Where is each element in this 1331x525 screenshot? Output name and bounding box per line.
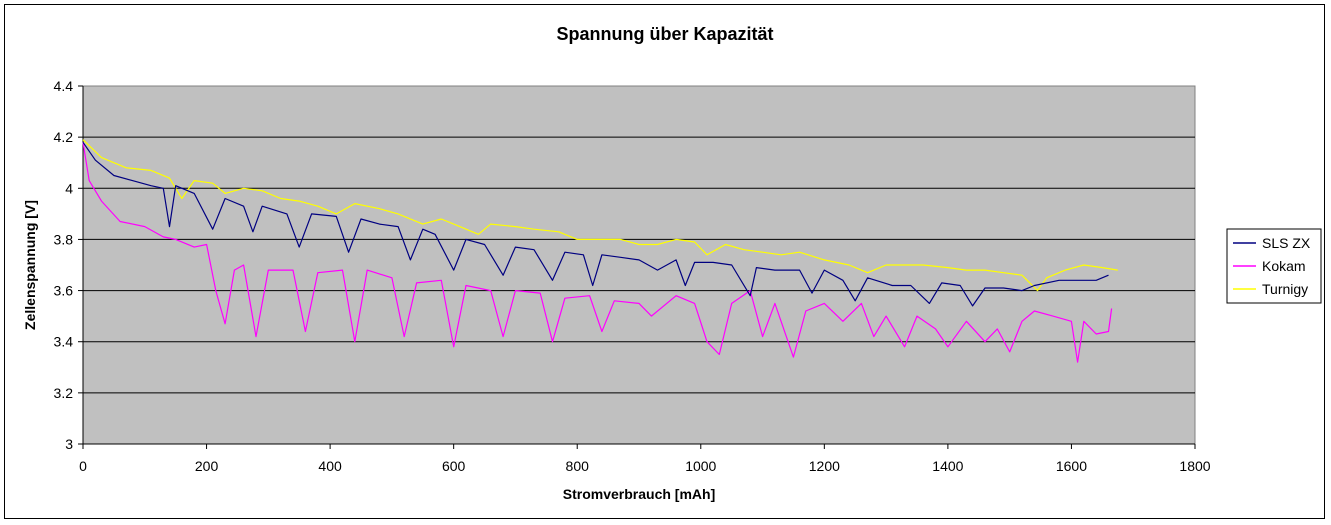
y-tick-label: 3.8 (54, 231, 74, 247)
series-lines (82, 139, 1118, 363)
x-tick-label: 400 (318, 458, 342, 474)
x-tick-label: 1800 (1179, 458, 1210, 474)
legend-label-sls-zx: SLS ZX (1262, 235, 1311, 251)
x-axis-title: Stromverbrauch [mAh] (563, 486, 715, 502)
chart-title: Spannung über Kapazität (556, 24, 773, 44)
y-tick-label: 4.2 (54, 129, 74, 145)
plot-area (82, 85, 1196, 445)
y-tick-label: 4.4 (54, 78, 74, 94)
legend-label-turnigy: Turnigy (1262, 281, 1308, 297)
axes: 3 3.2 3.4 3.6 3.8 4 4.2 4.4 0 200 400 600 800 1000 120… (54, 78, 1211, 474)
series-line-kokam (82, 142, 1113, 363)
series-line-sls-zx (82, 141, 1109, 307)
x-tick-label: 0 (79, 458, 87, 474)
x-tick-label: 1600 (1056, 458, 1087, 474)
y-tick-label: 3.2 (54, 385, 74, 401)
y-tick-label: 3.4 (54, 334, 74, 350)
x-tick-label: 200 (195, 458, 219, 474)
x-tick-label: 600 (442, 458, 466, 474)
y-tick-label: 3 (65, 436, 73, 452)
legend-label-kokam: Kokam (1262, 258, 1306, 274)
y-tick-label: 3.6 (54, 283, 74, 299)
y-tick-label: 4 (65, 180, 73, 196)
x-tick-label: 1400 (932, 458, 963, 474)
y-axis-title: Zellenspannung [V] (22, 200, 38, 330)
x-tick-label: 800 (566, 458, 590, 474)
legend: SLS ZX Kokam Turnigy (1226, 228, 1322, 304)
series-line-turnigy (82, 139, 1118, 292)
grid-lines (83, 136, 1195, 394)
x-tick-label: 1000 (685, 458, 716, 474)
x-tick-label: 1200 (809, 458, 840, 474)
